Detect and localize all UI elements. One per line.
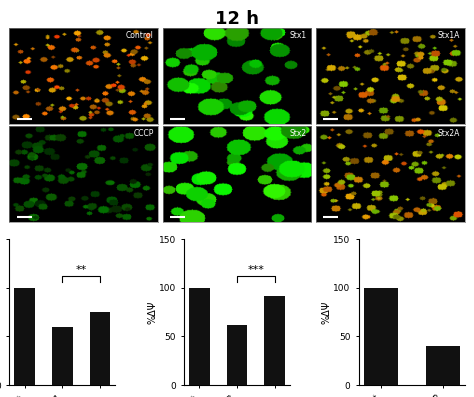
- Text: Control: Control: [126, 31, 154, 40]
- Bar: [189, 288, 210, 385]
- Bar: [364, 288, 398, 385]
- Y-axis label: %ΔΨ: %ΔΨ: [322, 301, 332, 324]
- Text: 12 h: 12 h: [215, 10, 259, 28]
- Bar: [426, 346, 460, 385]
- Text: Stx2A: Stx2A: [438, 129, 460, 138]
- Bar: [264, 296, 285, 385]
- Y-axis label: %ΔΨ: %ΔΨ: [147, 301, 157, 324]
- Text: Stx1A: Stx1A: [438, 31, 460, 40]
- Text: CCCP: CCCP: [133, 129, 154, 138]
- Bar: [14, 288, 35, 385]
- Bar: [52, 327, 73, 385]
- Text: Stx2: Stx2: [290, 129, 307, 138]
- Text: ***: ***: [247, 265, 264, 275]
- Text: **: **: [76, 265, 87, 275]
- Bar: [90, 312, 110, 385]
- Text: Stx1: Stx1: [290, 31, 307, 40]
- Bar: [227, 325, 247, 385]
